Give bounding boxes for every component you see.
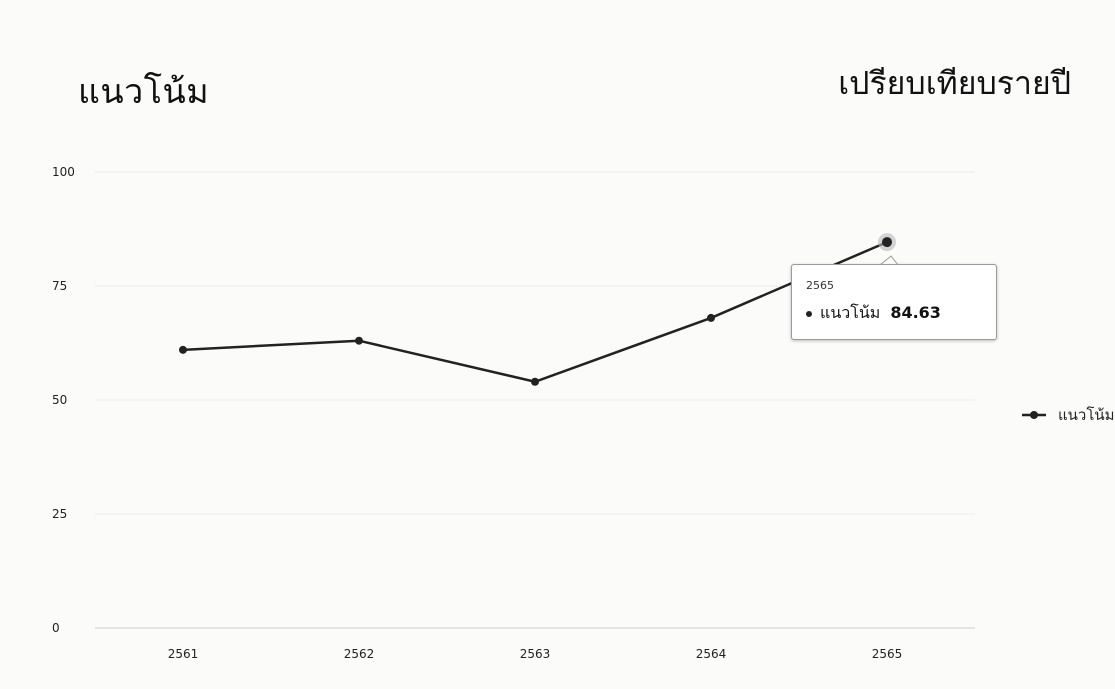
x-tick-label: 2564 (696, 647, 727, 661)
y-tick-label: 0 (52, 621, 60, 635)
x-tick-label: 2565 (872, 647, 903, 661)
x-tick-label: 2561 (168, 647, 199, 661)
legend-label: แนวโน้ม (1058, 406, 1115, 424)
tooltip-row: แนวโน้ม 84.63 (806, 301, 941, 326)
tooltip-value: 84.63 (890, 303, 941, 322)
x-tick-label: 2563 (520, 647, 551, 661)
chart-title: แนวโน้ม (78, 72, 210, 112)
tooltip-caret (879, 255, 899, 266)
tooltip-series-name: แนวโน้ม (820, 303, 881, 322)
series-line (182, 240, 888, 384)
tooltip-x-label: 2565 (806, 279, 834, 292)
data-point (882, 237, 892, 248)
y-tick-label: 100 (52, 165, 75, 179)
y-tick-label: 25 (52, 507, 67, 521)
data-point (179, 345, 187, 354)
x-tick-label: 2562 (344, 647, 375, 661)
data-tooltip: 2565 แนวโน้ม 84.63 (791, 264, 997, 340)
tooltip-dot-icon (806, 310, 812, 317)
data-point (531, 377, 539, 386)
legend-marker (1030, 411, 1038, 419)
data-point (355, 336, 363, 345)
y-tick-label: 75 (52, 279, 67, 293)
chart-subtitle: เปรียบเทียบรายปี (838, 64, 1071, 102)
data-point (707, 313, 715, 322)
y-tick-label: 50 (52, 393, 67, 407)
